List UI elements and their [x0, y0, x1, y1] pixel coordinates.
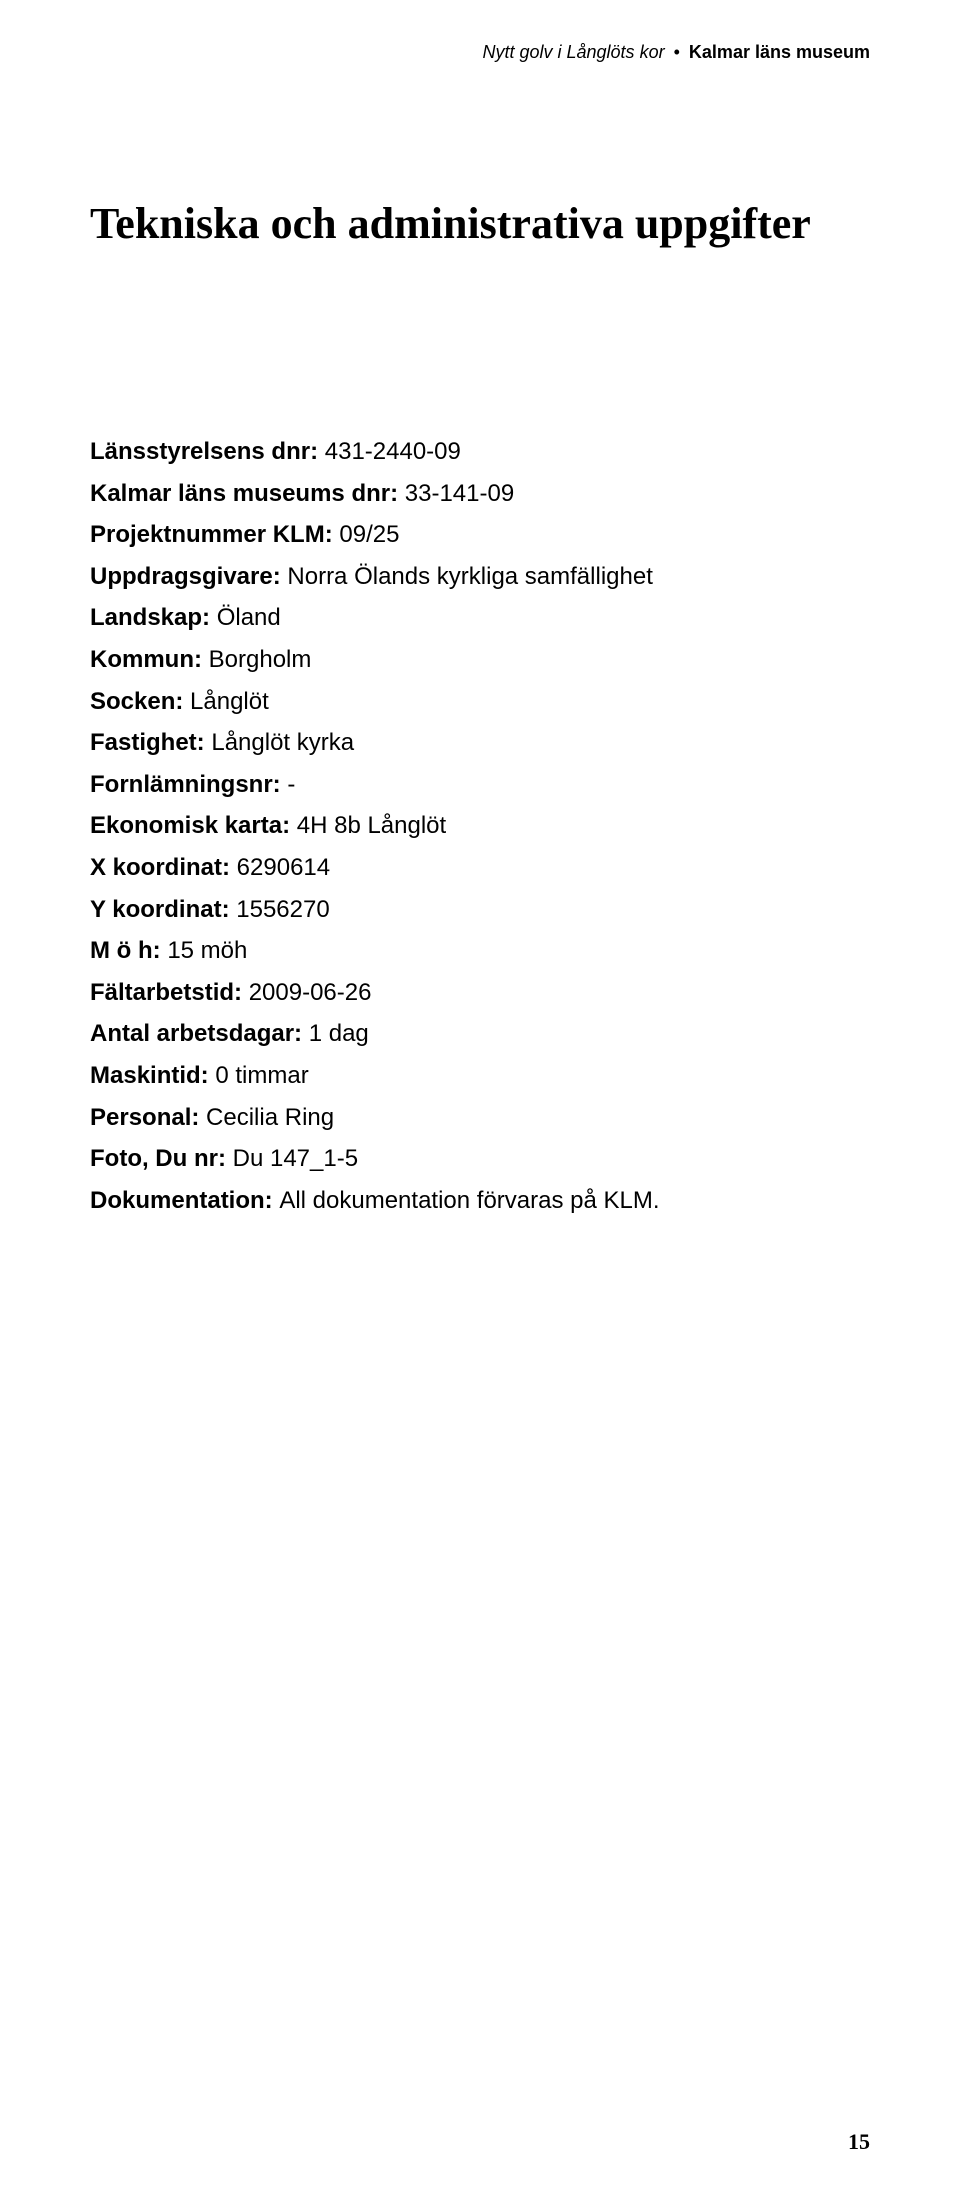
page-title: Tekniska och administrativa uppgifter [90, 198, 811, 249]
field-label: Fornlämningsnr: [90, 771, 287, 798]
field-label: Antal arbetsdagar: [90, 1020, 309, 1047]
field-value: 1 dag [309, 1020, 369, 1047]
field-label: M ö h: [90, 937, 167, 964]
field-row: Landskap: Öland [90, 598, 870, 638]
field-row: Ekonomisk karta: 4H 8b Långlöt [90, 806, 870, 846]
field-value: 2009-06-26 [249, 979, 372, 1006]
field-row: Antal arbetsdagar: 1 dag [90, 1014, 870, 1054]
field-label: X koordinat: [90, 854, 237, 881]
field-value: - [287, 771, 295, 798]
field-row: Socken: Långlöt [90, 682, 870, 722]
field-value: Långlöt kyrka [211, 729, 354, 756]
field-value: Långlöt [190, 688, 269, 715]
field-value: 15 möh [167, 937, 247, 964]
field-value: All dokumentation förvaras på KLM. [279, 1187, 659, 1214]
field-value: 431-2440-09 [325, 438, 461, 465]
field-row: M ö h: 15 möh [90, 931, 870, 971]
field-label: Foto, Du nr: [90, 1145, 233, 1172]
header-italic: Nytt golv i Långlöts kor [482, 42, 664, 62]
field-row: Personal: Cecilia Ring [90, 1098, 870, 1138]
field-value: 4H 8b Långlöt [297, 812, 446, 839]
technical-fields-list: Länsstyrelsens dnr: 431-2440-09 Kalmar l… [90, 432, 870, 1222]
field-value: 6290614 [237, 854, 330, 881]
field-row: Länsstyrelsens dnr: 431-2440-09 [90, 432, 870, 472]
field-label: Ekonomisk karta: [90, 812, 297, 839]
field-label: Socken: [90, 688, 190, 715]
field-label: Dokumentation: [90, 1187, 279, 1214]
field-label: Y koordinat: [90, 896, 236, 923]
field-label: Projektnummer KLM: [90, 521, 339, 548]
field-row: Fornlämningsnr: - [90, 765, 870, 805]
field-row: Fältarbetstid: 2009-06-26 [90, 973, 870, 1013]
field-value: Cecilia Ring [206, 1104, 334, 1131]
field-row: Foto, Du nr: Du 147_1-5 [90, 1139, 870, 1179]
field-value: 33-141-09 [405, 480, 514, 507]
field-value: Borgholm [209, 646, 312, 673]
field-label: Kommun: [90, 646, 209, 673]
field-value: Norra Ölands kyrkliga samfällighet [287, 563, 652, 590]
field-row: Maskintid: 0 timmar [90, 1056, 870, 1096]
header-bold: Kalmar läns museum [689, 42, 870, 62]
field-value: Öland [217, 604, 281, 631]
field-label: Kalmar läns museums dnr: [90, 480, 405, 507]
field-label: Fastighet: [90, 729, 211, 756]
field-row: Y koordinat: 1556270 [90, 890, 870, 930]
field-row: Projektnummer KLM: 09/25 [90, 515, 870, 555]
field-value: 09/25 [339, 521, 399, 548]
field-row: Uppdragsgivare: Norra Ölands kyrkliga sa… [90, 557, 870, 597]
field-row: Kommun: Borgholm [90, 640, 870, 680]
running-header: Nytt golv i Långlöts kor • Kalmar läns m… [482, 42, 870, 63]
field-row: Dokumentation: All dokumentation förvara… [90, 1181, 870, 1221]
field-value: 0 timmar [215, 1062, 308, 1089]
field-label: Maskintid: [90, 1062, 215, 1089]
field-label: Fältarbetstid: [90, 979, 249, 1006]
field-value: Du 147_1-5 [233, 1145, 358, 1172]
field-label: Personal: [90, 1104, 206, 1131]
field-label: Länsstyrelsens dnr: [90, 438, 325, 465]
field-row: X koordinat: 6290614 [90, 848, 870, 888]
field-label: Landskap: [90, 604, 217, 631]
field-value: 1556270 [236, 896, 329, 923]
page-number: 15 [848, 2129, 870, 2155]
field-label: Uppdragsgivare: [90, 563, 287, 590]
header-bullet: • [674, 42, 680, 62]
field-row: Fastighet: Långlöt kyrka [90, 723, 870, 763]
field-row: Kalmar läns museums dnr: 33-141-09 [90, 474, 870, 514]
